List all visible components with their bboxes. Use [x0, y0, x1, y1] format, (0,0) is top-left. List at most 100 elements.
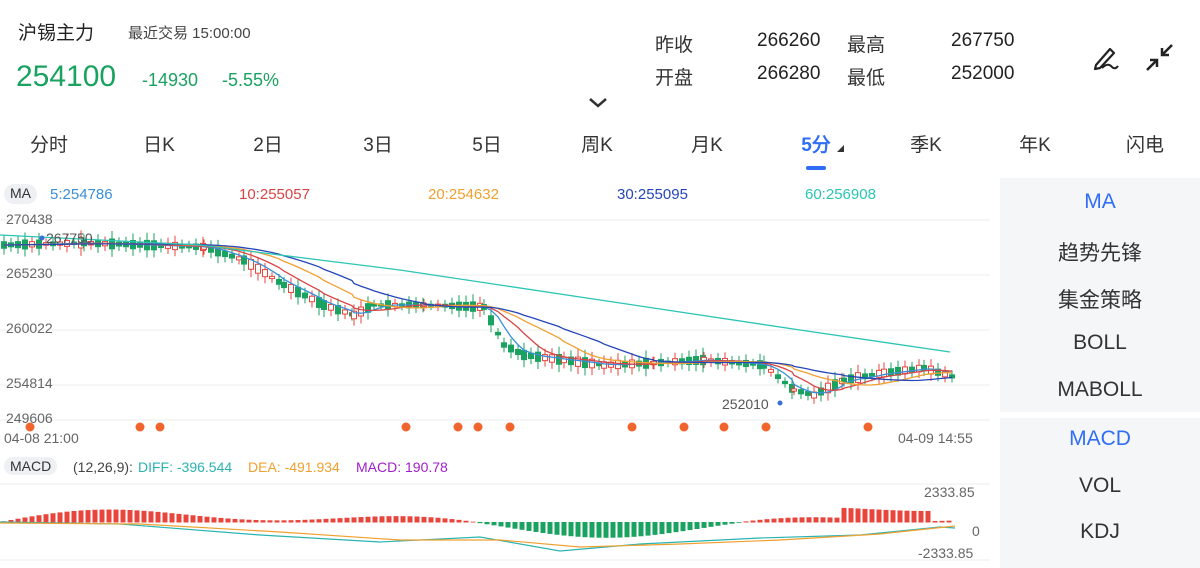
- macd-bar: [568, 522, 574, 537]
- macd-bar: [449, 519, 455, 523]
- macd-bar: [337, 518, 343, 523]
- macd-bar: [8, 519, 14, 523]
- macd-bar: [99, 509, 105, 523]
- ma-lines: [0, 234, 953, 406]
- pen-icon[interactable]: [1088, 40, 1122, 74]
- macd-bar: [624, 522, 630, 538]
- macd-bar: [897, 510, 903, 523]
- macd-bar: [204, 516, 210, 523]
- price-axis-1: 270438: [6, 211, 53, 227]
- macd-bar: [722, 522, 728, 525]
- macd-bar: [708, 522, 714, 527]
- macd-bar: [589, 522, 595, 538]
- macd-bar: [757, 519, 763, 523]
- macd-bar: [715, 522, 721, 526]
- indicator-macd[interactable]: MACD: [1069, 427, 1131, 450]
- tab-week-k[interactable]: 周K: [581, 135, 613, 156]
- indicator-boll[interactable]: BOLL: [1073, 331, 1127, 354]
- macd-bar: [71, 511, 77, 523]
- macd-bar: [659, 522, 665, 535]
- chevron-down-icon[interactable]: [586, 96, 610, 110]
- caret-icon: [835, 140, 845, 152]
- macd-axis-bottom: -2333.85: [918, 545, 974, 561]
- price-axis-3: 260022: [6, 320, 53, 336]
- macd-bar: [239, 519, 245, 523]
- candle-body: [791, 388, 797, 392]
- macd-bar: [505, 522, 511, 528]
- macd-bar: [421, 516, 427, 523]
- macd-bar: [225, 518, 231, 523]
- collapse-arrows-icon[interactable]: [1142, 40, 1178, 76]
- macd-bar: [22, 517, 28, 523]
- high-value: 267750: [951, 30, 1015, 51]
- indicator-fund-strategy[interactable]: 集金策略: [1058, 289, 1142, 312]
- macd-bar: [372, 516, 378, 523]
- macd-bar: [764, 519, 770, 523]
- indicator-ma[interactable]: MA: [1084, 190, 1116, 213]
- macd-bar: [596, 522, 602, 538]
- signal-dot: [401, 422, 411, 432]
- candle-body: [288, 284, 294, 293]
- macd-bar: [78, 510, 84, 523]
- tab-year-k[interactable]: 年K: [1019, 135, 1051, 156]
- macd-bar: [281, 520, 287, 523]
- macd-bar: [302, 519, 308, 523]
- active-tab-indicator: [806, 166, 826, 170]
- macd-bar: [435, 517, 441, 523]
- macd-bar: [687, 522, 693, 531]
- candle-body: [798, 389, 804, 395]
- macd-bar: [162, 512, 168, 523]
- indicator-kdj[interactable]: KDJ: [1080, 520, 1120, 543]
- macd-bar: [946, 520, 952, 523]
- candle-body: [302, 292, 308, 299]
- candle-body: [328, 303, 334, 311]
- signal-dots: [25, 422, 873, 432]
- tab-3day[interactable]: 3日: [363, 135, 393, 156]
- macd-bar: [344, 517, 350, 523]
- high-marker-dot: [39, 235, 45, 241]
- macd-bar: [484, 522, 490, 525]
- tab-flash[interactable]: 闪电: [1125, 135, 1164, 156]
- candle-body: [825, 382, 831, 394]
- indicator-vol[interactable]: VOL: [1078, 474, 1122, 497]
- ma5-value: 5:254786: [50, 186, 113, 203]
- high-marker-label: 267750: [46, 230, 93, 246]
- tab-day-k[interactable]: 日K: [143, 135, 175, 156]
- macd-bar: [309, 519, 315, 523]
- macd-bar: [442, 518, 448, 523]
- indicator-trend-pioneer[interactable]: 趋势先锋: [1058, 242, 1142, 265]
- macd-bar: [680, 522, 686, 532]
- macd-bar: [148, 511, 154, 523]
- ma-indicator-chip[interactable]: MA: [4, 184, 37, 204]
- macd-bar: [785, 517, 791, 523]
- tab-fenshi[interactable]: 分时: [29, 135, 68, 156]
- macd-bar: [925, 510, 931, 523]
- tab-quarter-k[interactable]: 季K: [910, 135, 942, 156]
- macd-bar: [92, 509, 98, 523]
- price-change: -14930: [142, 70, 199, 90]
- macd-axis-zero: 0: [972, 523, 980, 539]
- tab-5day[interactable]: 5日: [472, 135, 502, 156]
- macd-bar: [211, 517, 217, 523]
- tab-2day[interactable]: 2日: [253, 135, 283, 156]
- signal-dot: [453, 422, 463, 432]
- indicator-maboll[interactable]: MABOLL: [1057, 378, 1143, 401]
- tab-month-k[interactable]: 月K: [691, 135, 723, 156]
- macd-chart[interactable]: [0, 480, 990, 565]
- macd-bar: [918, 510, 924, 523]
- macd-indicator-chip[interactable]: MACD: [4, 457, 58, 475]
- macd-bar: [519, 522, 525, 530]
- ma30-line: [3, 243, 953, 382]
- macd-bar: [351, 517, 357, 523]
- ma20-line: [3, 243, 953, 386]
- macd-bar: [533, 522, 539, 532]
- candle-body: [241, 255, 247, 265]
- tab-5min[interactable]: 5分: [801, 135, 831, 156]
- price-axis-5: 249606: [6, 410, 53, 426]
- macd-bar: [379, 516, 385, 523]
- macd-bar: [645, 522, 651, 536]
- candle-body: [909, 366, 915, 373]
- macd-bar: [792, 517, 798, 523]
- low-marker-label: 252010: [722, 396, 769, 412]
- kline-chart[interactable]: [0, 205, 990, 450]
